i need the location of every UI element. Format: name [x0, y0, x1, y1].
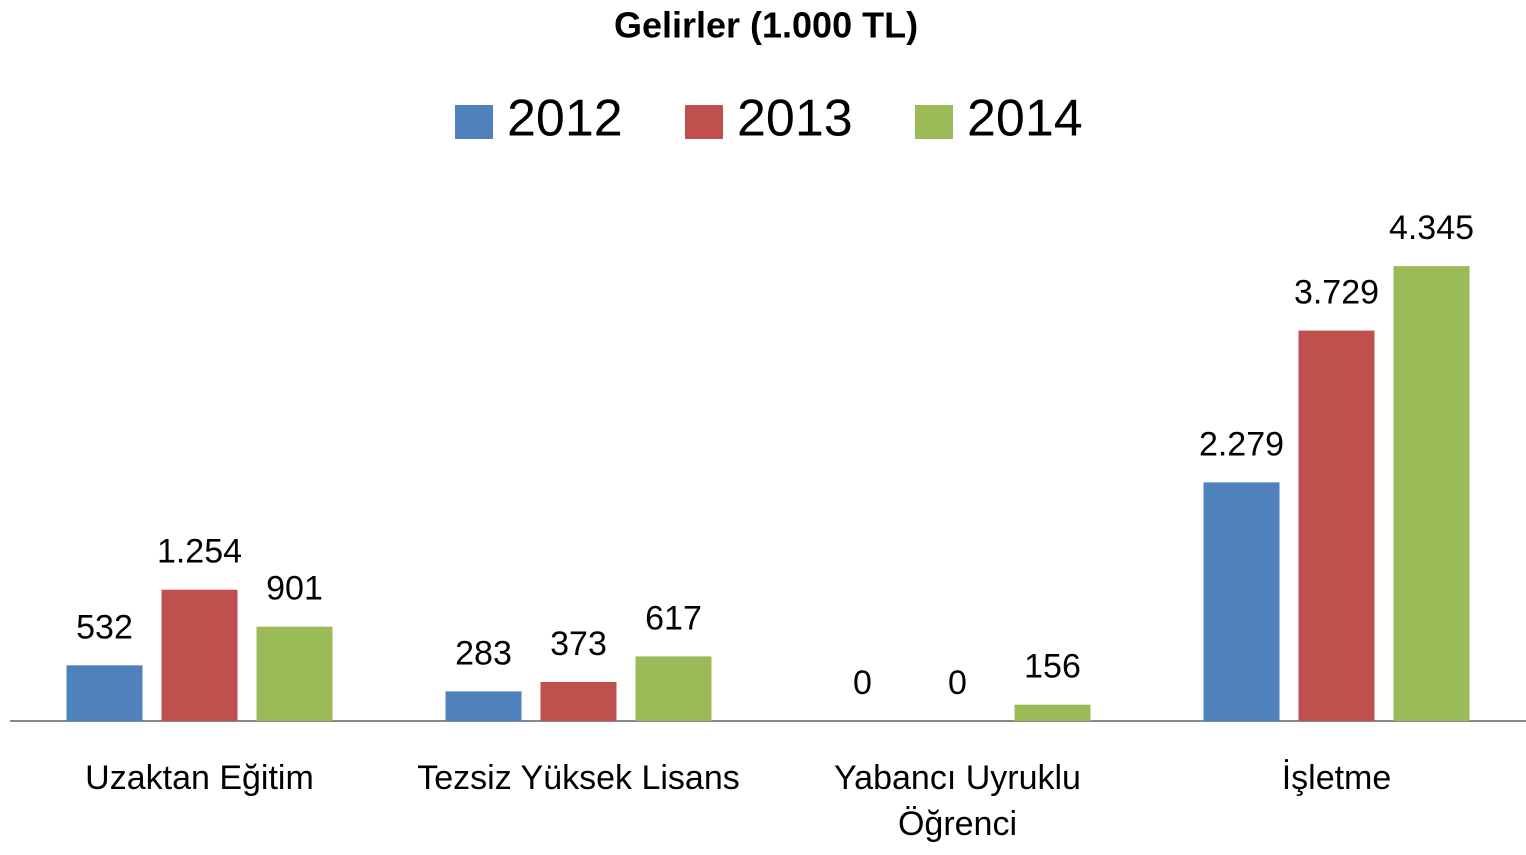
value-label: 373 — [550, 625, 607, 663]
value-label: 283 — [455, 634, 512, 672]
bar — [635, 656, 712, 721]
value-label: 901 — [266, 570, 323, 608]
legend-label: 2014 — [967, 90, 1083, 148]
value-label: 3.729 — [1294, 274, 1379, 312]
bar — [1393, 266, 1470, 721]
bar — [1203, 482, 1280, 721]
x-tick-label: İşletme — [1281, 759, 1392, 797]
legend-label: 2013 — [737, 90, 853, 148]
bar — [445, 691, 522, 721]
value-label: 532 — [76, 608, 133, 646]
value-label: 4.345 — [1389, 209, 1474, 247]
x-tick-label: Tezsiz Yüksek Lisans — [417, 759, 740, 797]
bar — [256, 626, 333, 721]
legend-swatch — [455, 105, 493, 139]
legend-swatch — [915, 105, 953, 139]
legend-label: 2012 — [507, 90, 623, 148]
x-tick-label: Uzaktan Eğitim — [85, 759, 314, 797]
bar — [540, 681, 617, 721]
chart-title: Gelirler (1.000 TL) — [614, 5, 918, 46]
value-label: 617 — [645, 599, 702, 637]
legend-swatch — [685, 105, 723, 139]
bar — [161, 589, 238, 721]
bar — [1298, 330, 1375, 721]
value-label: 2.279 — [1199, 425, 1284, 463]
x-tick-label: Yabancı Uyruklu Öğrenci — [834, 759, 1081, 843]
value-label: 156 — [1024, 648, 1081, 686]
bar — [66, 665, 143, 721]
value-label: 1.254 — [157, 533, 242, 571]
bar — [1014, 704, 1091, 721]
value-label: 0 — [948, 664, 967, 702]
value-label: 0 — [853, 664, 872, 702]
